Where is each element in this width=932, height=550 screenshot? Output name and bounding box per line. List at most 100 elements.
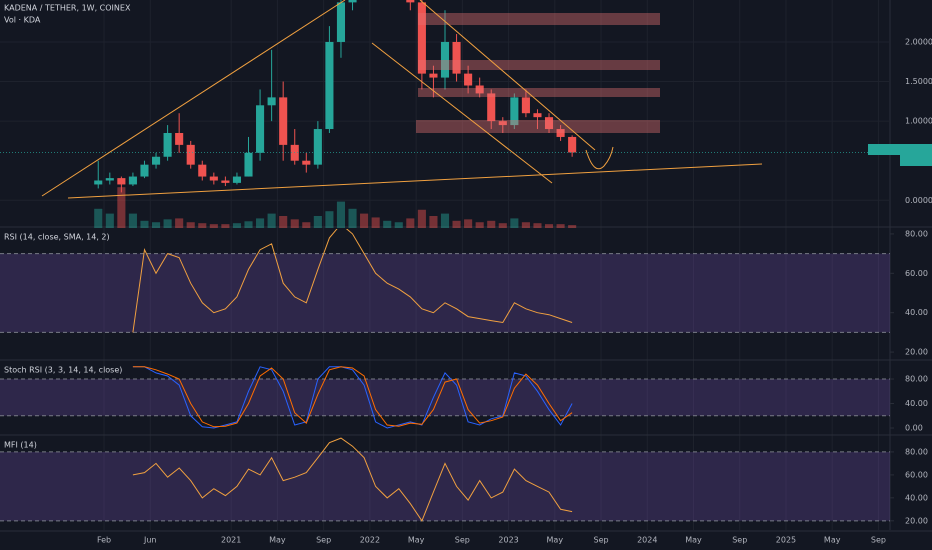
x-tick-label: 2023 bbox=[498, 536, 518, 545]
volume-bar bbox=[244, 221, 253, 228]
volume-bar bbox=[464, 219, 473, 228]
volume-bar bbox=[348, 208, 357, 228]
indicator-line bbox=[132, 229, 573, 333]
volume-bar bbox=[498, 223, 507, 228]
volume-bar bbox=[290, 219, 299, 228]
symbol-box bbox=[868, 144, 900, 155]
volume-bar bbox=[128, 213, 137, 228]
indicator-line bbox=[132, 366, 573, 429]
x-tick-label: May bbox=[685, 536, 702, 545]
volume-bar bbox=[209, 224, 218, 228]
y-tick-label: 40.00 bbox=[905, 493, 928, 502]
price-box bbox=[900, 144, 932, 166]
x-tick-label: Sep bbox=[316, 536, 331, 545]
plot-area bbox=[94, 0, 577, 228]
volume-bar bbox=[429, 216, 438, 228]
volume-bar bbox=[510, 218, 519, 228]
curve bbox=[585, 146, 614, 170]
candle-body bbox=[452, 41, 461, 74]
y-tick-label: 0.00 bbox=[905, 424, 923, 433]
volume-bar bbox=[521, 222, 530, 228]
candle-body bbox=[279, 97, 288, 145]
x-tick-label: 2025 bbox=[776, 536, 796, 545]
candle-body bbox=[302, 160, 311, 165]
candle-body bbox=[544, 117, 554, 130]
volume-bar bbox=[487, 220, 496, 228]
candle-body bbox=[117, 178, 126, 185]
volume-bar bbox=[140, 220, 149, 228]
indicator-line bbox=[132, 366, 573, 428]
panel-title: RSI (14, close, SMA, 14, 2) bbox=[4, 233, 110, 242]
y-tick-label: 80.00 bbox=[905, 375, 928, 384]
volume-bar bbox=[336, 201, 346, 228]
volume-bar bbox=[279, 216, 288, 228]
x-tick-label: May bbox=[269, 536, 286, 545]
x-tick-label: Sep bbox=[871, 536, 886, 545]
volume-bar bbox=[533, 223, 542, 228]
volume-bar bbox=[221, 224, 230, 228]
candle-body bbox=[128, 176, 137, 185]
channel-line bbox=[371, 42, 553, 184]
x-tick-label: 2021 bbox=[221, 536, 241, 545]
candle-body bbox=[568, 136, 577, 153]
candle-body bbox=[464, 73, 473, 86]
candle-body bbox=[429, 73, 438, 78]
channel-line bbox=[419, 0, 596, 151]
x-tick-label: May bbox=[824, 536, 841, 545]
plot-area bbox=[132, 366, 573, 429]
candle-body bbox=[533, 113, 542, 118]
volume-bar bbox=[232, 223, 241, 228]
volume-bar bbox=[105, 213, 114, 228]
volume-bar bbox=[568, 225, 577, 228]
x-tick-label: Feb bbox=[97, 536, 111, 545]
volume-bar bbox=[186, 222, 195, 228]
y-tick-label: 0.0000 bbox=[905, 196, 932, 205]
candle-body bbox=[498, 121, 507, 126]
volume-title: Vol · KDA bbox=[4, 16, 41, 25]
y-tick-label: 40.00 bbox=[905, 399, 928, 408]
candle-body bbox=[186, 144, 195, 165]
volume-bar bbox=[360, 213, 369, 228]
candle-body bbox=[232, 176, 241, 183]
x-tick-label: May bbox=[547, 536, 564, 545]
panel-title: Stoch RSI (3, 3, 14, 14, close) bbox=[4, 366, 122, 375]
y-tick-label: 2.0000 bbox=[905, 37, 932, 46]
candle-body bbox=[163, 133, 172, 157]
indicator-line bbox=[132, 437, 573, 522]
candle-body bbox=[267, 97, 276, 106]
volume-bar bbox=[394, 222, 403, 228]
y-tick-label: 60.00 bbox=[905, 470, 928, 479]
volume-bar bbox=[556, 224, 565, 228]
volume-bar bbox=[94, 208, 103, 228]
candle-body bbox=[475, 85, 484, 94]
y-tick-label: 1.0000 bbox=[905, 117, 932, 126]
zone bbox=[418, 88, 660, 97]
x-tick-label: 2022 bbox=[360, 536, 380, 545]
candle-body bbox=[209, 176, 218, 181]
x-tick-label: Sep bbox=[732, 536, 747, 545]
y-tick-label: 80.00 bbox=[905, 447, 928, 456]
volume-bar bbox=[151, 222, 161, 228]
candle-body bbox=[417, 2, 426, 74]
candle-body bbox=[325, 41, 334, 130]
volume-bar bbox=[175, 218, 184, 228]
candle-body bbox=[510, 97, 519, 126]
zone bbox=[416, 120, 660, 133]
volume-bar bbox=[198, 223, 207, 228]
trend-line bbox=[67, 163, 763, 199]
candle-body bbox=[244, 152, 253, 177]
candle-body bbox=[521, 97, 530, 114]
plot-area bbox=[132, 437, 573, 522]
volume-bar bbox=[313, 216, 322, 228]
volume-bar bbox=[267, 213, 276, 228]
x-tick-label: Jun bbox=[143, 536, 157, 545]
candle-body bbox=[105, 178, 114, 181]
volume-bar bbox=[452, 220, 461, 228]
band-fill bbox=[0, 253, 890, 333]
candle-body bbox=[140, 164, 149, 177]
candle-body bbox=[175, 133, 184, 145]
candle-body bbox=[348, 0, 357, 3]
volume-bar bbox=[383, 220, 392, 228]
